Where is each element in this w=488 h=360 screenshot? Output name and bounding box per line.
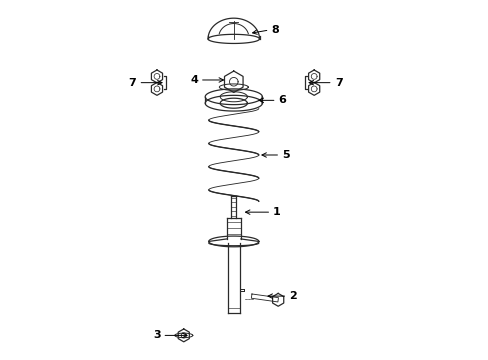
Text: 1: 1 bbox=[272, 207, 280, 217]
Text: 5: 5 bbox=[282, 150, 289, 160]
Text: 8: 8 bbox=[271, 25, 279, 35]
Text: 7: 7 bbox=[335, 78, 343, 87]
Text: 6: 6 bbox=[278, 95, 286, 105]
Text: 4: 4 bbox=[190, 75, 198, 85]
Text: 7: 7 bbox=[127, 78, 135, 87]
Text: 2: 2 bbox=[288, 291, 296, 301]
Text: 3: 3 bbox=[153, 330, 160, 341]
